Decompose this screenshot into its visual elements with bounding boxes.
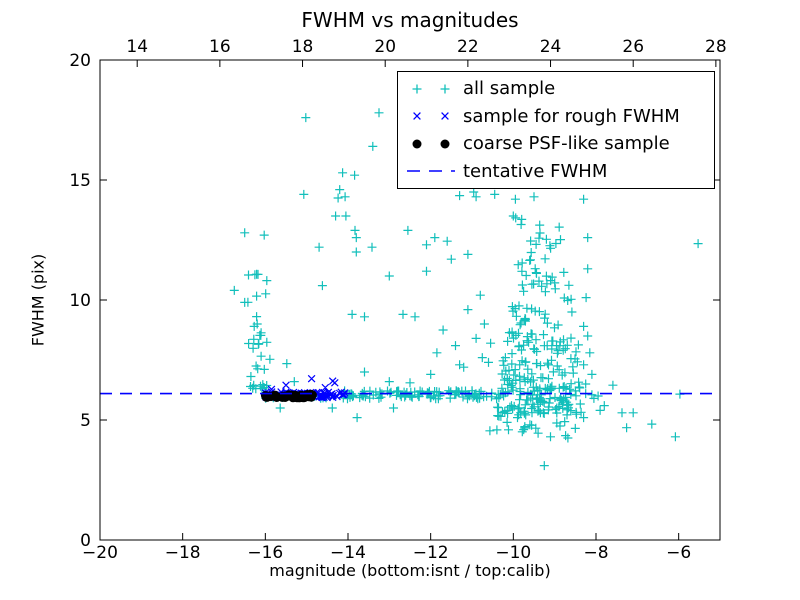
svg-text:22: 22 xyxy=(457,37,479,57)
legend-label: sample for rough FWHM xyxy=(463,105,680,127)
svg-text:20: 20 xyxy=(374,37,396,57)
svg-text:16: 16 xyxy=(209,37,231,57)
svg-text:−6: −6 xyxy=(666,543,691,563)
svg-text:−14: −14 xyxy=(330,543,366,563)
legend-entry-all-sample: all sample xyxy=(398,76,714,102)
legend: all sample sample for rough FWHM coarse … xyxy=(397,71,715,189)
svg-text:−12: −12 xyxy=(413,543,449,563)
svg-text:5: 5 xyxy=(80,411,91,431)
svg-text:−8: −8 xyxy=(583,543,608,563)
svg-text:10: 10 xyxy=(69,291,91,311)
svg-text:0: 0 xyxy=(80,531,91,551)
legend-entry-rough-fwhm: sample for rough FWHM xyxy=(398,103,714,129)
svg-text:20: 20 xyxy=(69,51,91,71)
svg-text:14: 14 xyxy=(126,37,148,57)
legend-label: coarse PSF-like sample xyxy=(463,133,670,155)
svg-text:15: 15 xyxy=(69,171,91,191)
svg-text:−18: −18 xyxy=(165,543,201,563)
svg-text:−20: −20 xyxy=(82,543,118,563)
svg-text:−10: −10 xyxy=(495,543,531,563)
chart-title: FWHM vs magnitudes xyxy=(301,8,519,32)
plus-marker-icon xyxy=(412,84,450,94)
dashed-line-icon xyxy=(407,170,455,173)
legend-label: tentative FWHM xyxy=(463,160,608,182)
svg-text:−16: −16 xyxy=(247,543,283,563)
svg-text:28: 28 xyxy=(705,37,727,57)
dot-marker-icon xyxy=(412,139,450,149)
legend-label: all sample xyxy=(463,78,556,100)
legend-entry-coarse-psf: coarse PSF-like sample xyxy=(398,131,714,157)
legend-entry-tentative-fwhm: tentative FWHM xyxy=(398,158,714,184)
svg-text:24: 24 xyxy=(540,37,562,57)
svg-text:26: 26 xyxy=(622,37,644,57)
x-axis-label: magnitude (bottom:isnt / top:calib) xyxy=(269,561,551,580)
svg-text:18: 18 xyxy=(292,37,314,57)
cross-marker-icon xyxy=(413,112,449,121)
